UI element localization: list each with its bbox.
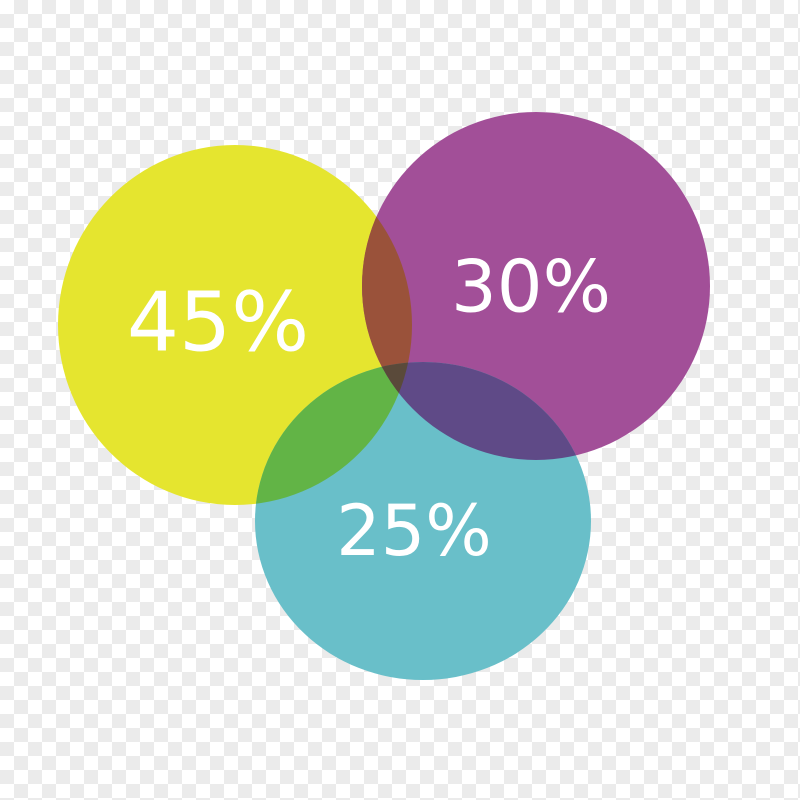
overlap-purple-teal xyxy=(362,362,591,460)
overlap-yellow-teal xyxy=(255,362,412,505)
label-30: 30% xyxy=(451,245,611,329)
label-45: 45% xyxy=(127,275,309,370)
label-25: 25% xyxy=(336,490,492,572)
